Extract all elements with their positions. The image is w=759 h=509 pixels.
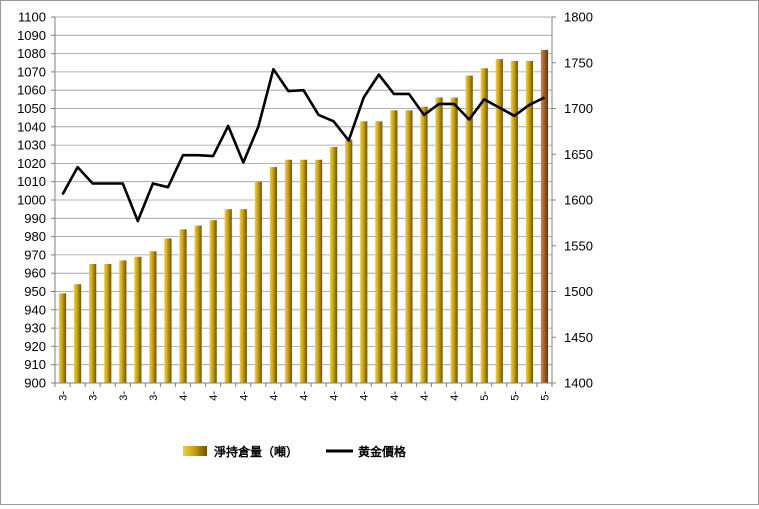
x-tick-label: 4- xyxy=(449,391,461,401)
legend-label-line: 黄金價格 xyxy=(358,444,407,459)
left-tick-label: 1050 xyxy=(17,101,46,116)
left-tick-label: 1080 xyxy=(17,46,46,61)
right-tick-label: 1650 xyxy=(564,147,593,162)
bar xyxy=(269,167,277,383)
price-line xyxy=(61,67,546,223)
bar xyxy=(89,264,97,383)
x-tick-label: 3- xyxy=(58,391,70,401)
line-series xyxy=(61,67,546,223)
right-tick-label: 1500 xyxy=(564,284,593,299)
legend-swatch-bar xyxy=(183,446,207,456)
bar xyxy=(239,209,247,383)
bar xyxy=(525,60,534,384)
x-tick-label: 3- xyxy=(88,391,100,401)
bar xyxy=(299,159,308,383)
bar xyxy=(510,60,518,384)
x-tick-label: 4- xyxy=(389,391,401,401)
left-tick-label: 1000 xyxy=(17,193,46,208)
x-tick-label: 4- xyxy=(359,391,371,401)
left-tick-label: 970 xyxy=(24,247,46,262)
left-tick-label: 940 xyxy=(24,302,46,317)
left-tick-label: 920 xyxy=(24,339,46,354)
left-tick-label: 1040 xyxy=(17,119,46,134)
right-tick-label: 1450 xyxy=(564,330,593,345)
left-tick-label: 1070 xyxy=(17,64,46,79)
bar xyxy=(224,209,232,383)
bar xyxy=(179,229,187,383)
left-axis-ticks: 900 910 920 930 940 950 960 970 980 990 1000 1010 10… xyxy=(17,10,46,391)
bar xyxy=(330,146,338,383)
bar-series xyxy=(58,49,549,384)
bar xyxy=(164,238,172,383)
right-tick-label: 1400 xyxy=(564,376,593,391)
x-axis-ticks: 3- 3- 3- 3- 4- 4- 4- 4- 4- 4- 4- 4- 4- 4- 5- 5- 5- xyxy=(58,391,552,401)
x-tick-label: 4- xyxy=(299,391,311,401)
x-tick-label: 4- xyxy=(238,391,250,401)
left-tick-label: 1060 xyxy=(17,83,46,98)
legend-label-bar: 淨持倉量（噸） xyxy=(213,444,298,459)
bar xyxy=(465,75,473,383)
bar xyxy=(104,264,112,383)
bar xyxy=(480,68,488,384)
left-tick-label: 1090 xyxy=(17,28,46,43)
bar xyxy=(209,220,217,383)
x-tick-label: 4- xyxy=(178,391,190,401)
left-tick-label: 930 xyxy=(24,321,46,336)
x-tick-label: 4- xyxy=(419,391,431,401)
x-tick-label: 3- xyxy=(118,391,130,401)
left-tick-label: 960 xyxy=(24,266,46,281)
left-tick-label: 1020 xyxy=(17,156,46,171)
bar xyxy=(435,97,443,384)
right-tick-label: 1700 xyxy=(564,101,593,116)
left-tick-label: 1010 xyxy=(17,174,46,189)
bar xyxy=(345,139,353,383)
bar xyxy=(390,110,398,383)
x-tick-label: 4- xyxy=(329,391,341,401)
bar xyxy=(149,251,157,383)
left-tick-label: 1030 xyxy=(17,138,46,153)
x-tick-label: 5- xyxy=(509,391,521,401)
bar xyxy=(254,181,262,383)
right-tick-label: 1800 xyxy=(564,10,593,25)
right-tick-label: 1600 xyxy=(564,193,593,208)
left-tick-label: 1100 xyxy=(18,10,46,25)
bar xyxy=(314,159,323,383)
left-tick-label: 910 xyxy=(24,357,46,372)
bar xyxy=(194,225,202,383)
x-tick-label: 4- xyxy=(268,391,280,401)
left-tick-label: 950 xyxy=(24,284,46,299)
x-tick-label: 5- xyxy=(479,391,491,401)
bar xyxy=(420,106,428,384)
left-tick-label: 900 xyxy=(24,376,46,391)
legend: 淨持倉量（噸） 黄金價格 xyxy=(183,444,407,459)
bar xyxy=(73,284,82,383)
x-tick-label: 3- xyxy=(148,391,160,401)
left-tick-label: 990 xyxy=(24,211,46,226)
bar xyxy=(134,256,142,383)
right-axis-ticks: 1400 1450 1500 1550 1600 1650 1700 1750 1800 xyxy=(564,10,593,391)
x-tick-label: 5- xyxy=(539,391,551,401)
bar xyxy=(58,293,67,383)
bar xyxy=(360,121,368,383)
right-tick-label: 1750 xyxy=(564,55,593,70)
bar xyxy=(540,49,549,383)
bar xyxy=(405,110,413,383)
bar xyxy=(495,59,503,384)
x-tick-label: 4- xyxy=(208,391,220,401)
bar xyxy=(375,121,383,383)
left-tick-label: 980 xyxy=(24,229,46,244)
axes xyxy=(51,16,556,387)
bar xyxy=(284,159,293,383)
right-tick-label: 1550 xyxy=(564,238,593,253)
bar xyxy=(119,260,127,383)
bar xyxy=(450,97,458,384)
